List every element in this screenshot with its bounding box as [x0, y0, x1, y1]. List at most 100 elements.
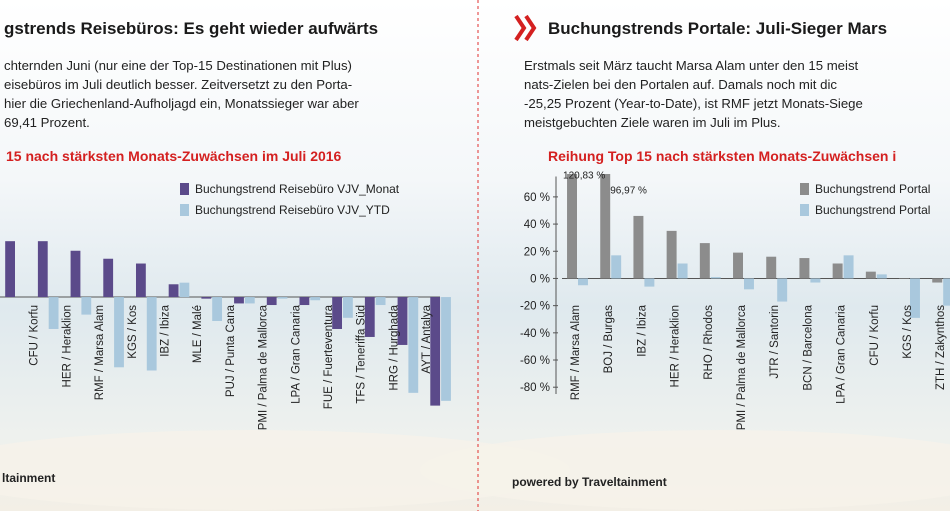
legend-label: Buchungstrend Reisebüro VJV_Monat	[195, 182, 400, 196]
y-tick-label: -40 %	[520, 328, 550, 340]
x-tick-label: FUE / Fuerteventura	[323, 304, 335, 409]
bar	[832, 263, 843, 279]
bar	[932, 278, 943, 283]
sand	[0, 430, 570, 510]
paragraph-line: hier die Griechenland-Aufholjagd ein, Mo…	[4, 96, 359, 111]
bar	[114, 297, 124, 368]
paragraph-line: -25,25 Prozent (Year-to-Date), ist RMF j…	[524, 96, 863, 111]
bar	[234, 297, 244, 304]
bar	[744, 278, 754, 290]
bar	[567, 174, 577, 279]
bar	[48, 297, 59, 329]
x-tick-label: CFU / Korfu	[29, 305, 41, 366]
bar	[600, 174, 611, 279]
x-tick-label: TFS / Teneriffa Süd	[356, 305, 368, 404]
bar	[277, 297, 288, 299]
bar	[843, 255, 854, 279]
bar	[611, 255, 622, 279]
legend-label: Buchungstrend Portal	[815, 203, 930, 217]
bar	[244, 297, 255, 304]
bar	[865, 271, 876, 279]
bar	[5, 241, 15, 298]
x-tick-label: IBZ / Ibiza	[636, 304, 648, 356]
paragraph-line: Erstmals seit März taucht Marsa Alam unt…	[524, 58, 859, 73]
x-tick-label: KGS / Kos	[902, 305, 914, 359]
y-tick-label: 0 %	[530, 273, 550, 285]
bar	[408, 297, 419, 393]
bar	[430, 297, 441, 406]
legend-swatch	[800, 183, 809, 195]
bar	[299, 297, 310, 306]
x-tick-label: HER / Heraklion	[670, 305, 682, 387]
data-label: 96,97 %	[610, 186, 647, 197]
paragraph-line: 69,41 Prozent.	[4, 115, 90, 130]
chart-title: Reihung Top 15 nach stärksten Monats-Zuw…	[548, 148, 896, 164]
footer: ltainment	[2, 471, 55, 485]
bar	[212, 297, 223, 321]
x-tick-label: CFU / Korfu	[869, 305, 881, 366]
bar	[910, 278, 920, 318]
y-tick-label: -60 %	[520, 355, 550, 367]
x-tick-label: PMI / Palma de Mallorca	[258, 304, 270, 430]
x-tick-label: RMF / Marsa Alam	[570, 305, 582, 400]
bar	[876, 274, 887, 279]
bar	[146, 297, 157, 371]
bar	[397, 297, 408, 345]
x-tick-label: LPA / Gran Canaria	[836, 304, 848, 403]
bar	[441, 297, 451, 401]
legend-swatch	[180, 204, 189, 216]
legend-label: Buchungstrend Portal	[815, 182, 930, 196]
x-tick-label: AYT / Antalya	[421, 304, 433, 373]
x-tick-label: BOJ / Burgas	[603, 305, 615, 374]
bar	[633, 215, 644, 279]
x-tick-label: RHO / Rhodos	[703, 305, 715, 380]
bar	[766, 256, 777, 279]
x-tick-label: HRG / Hurghada	[388, 304, 400, 390]
legend-swatch	[800, 204, 809, 216]
x-tick-label: PUJ / Punta Cana	[225, 304, 237, 397]
chart-title: 15 nach stärksten Monats-Zuwächsen im Ju…	[6, 148, 342, 164]
bars	[5, 241, 451, 406]
y-tick-label: 60 %	[524, 192, 550, 204]
bars	[567, 174, 950, 318]
bar	[710, 277, 721, 279]
bar	[733, 252, 743, 279]
chevron-icon	[514, 14, 537, 42]
bar	[375, 297, 386, 306]
paragraph-line: meistgebuchten Ziele waren im Juli im Pl…	[524, 115, 781, 130]
y-tick-label: 20 %	[524, 246, 550, 258]
y-tick-label: -80 %	[520, 382, 550, 394]
bar	[810, 278, 821, 283]
bar	[578, 278, 588, 286]
bar	[310, 297, 321, 301]
y-tick-label: 40 %	[524, 219, 550, 231]
bar	[266, 297, 277, 306]
footer: powered by Traveltainment	[512, 475, 667, 489]
x-tick-label: LPA / Gran Canaria	[290, 304, 302, 403]
x-tick-label: IBZ / Ibiza	[160, 304, 172, 356]
bar	[37, 241, 48, 298]
bar	[899, 278, 909, 279]
bar	[332, 297, 342, 329]
x-tick-label: RMF / Marsa Alam	[94, 305, 106, 400]
bar	[179, 282, 190, 298]
x-tick-label: KGS / Kos	[127, 305, 139, 359]
x-tick-label: HER / Heraklion	[61, 305, 73, 387]
bar	[677, 263, 688, 279]
bar	[81, 297, 92, 315]
paragraph-line: nats-Zielen bei den Portalen auf. Damals…	[524, 77, 837, 92]
x-tick-label: JTR / Santorin	[769, 305, 781, 379]
legend-label: Buchungstrend Reisebüro VJV_YTD	[195, 203, 390, 217]
bar	[644, 278, 655, 287]
x-tick-label: PMI / Palma de Mallorca	[736, 304, 748, 430]
x-tick-label: ZTH / Zakynthos	[935, 305, 947, 390]
bar	[666, 230, 677, 279]
x-tick-label: MLE / Malé	[192, 305, 204, 363]
x-tick-label: BCN / Barcelona	[802, 304, 814, 390]
bar	[70, 250, 81, 298]
bar	[699, 243, 710, 279]
bar	[135, 263, 146, 298]
